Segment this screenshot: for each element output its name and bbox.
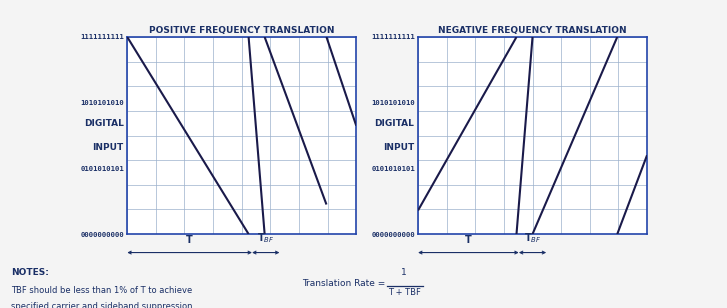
Text: T: T bbox=[465, 235, 472, 245]
Text: T$_{BF}$: T$_{BF}$ bbox=[257, 231, 275, 245]
Text: T + TBF: T + TBF bbox=[387, 288, 421, 297]
Title: NEGATIVE FREQUENCY TRANSLATION: NEGATIVE FREQUENCY TRANSLATION bbox=[438, 26, 627, 35]
Text: T$_{BF}$: T$_{BF}$ bbox=[524, 231, 541, 245]
Text: specified carrier and sideband suppression.: specified carrier and sideband suppressi… bbox=[11, 302, 195, 308]
Text: Translation Rate =: Translation Rate = bbox=[302, 279, 385, 288]
Text: INPUT: INPUT bbox=[92, 143, 124, 152]
Text: TBF should be less than 1% of T to achieve: TBF should be less than 1% of T to achie… bbox=[11, 286, 192, 295]
Text: DIGITAL: DIGITAL bbox=[84, 119, 124, 128]
Text: INPUT: INPUT bbox=[383, 143, 414, 152]
Title: POSITIVE FREQUENCY TRANSLATION: POSITIVE FREQUENCY TRANSLATION bbox=[149, 26, 334, 35]
Text: 1: 1 bbox=[401, 268, 407, 277]
Text: DIGITAL: DIGITAL bbox=[374, 119, 414, 128]
Text: T: T bbox=[186, 235, 193, 245]
Text: NOTES:: NOTES: bbox=[11, 268, 49, 277]
